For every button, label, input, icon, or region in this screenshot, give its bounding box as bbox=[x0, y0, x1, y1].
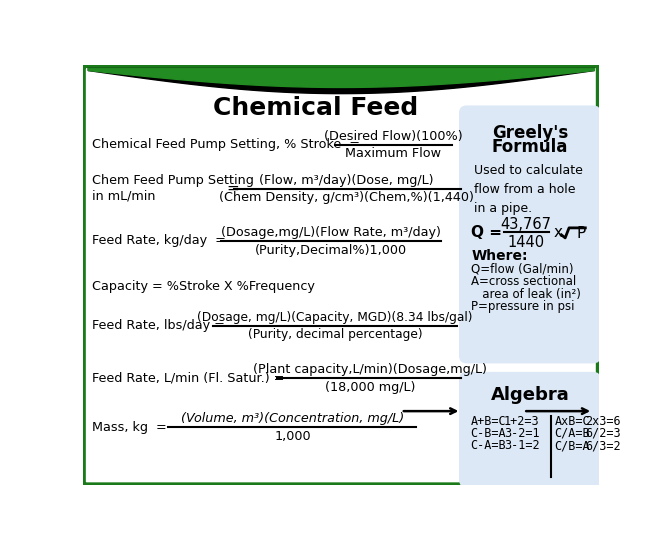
Text: Feed Rate, lbs/day =: Feed Rate, lbs/day = bbox=[92, 319, 225, 332]
Text: 43,767: 43,767 bbox=[500, 216, 551, 232]
Text: Maximum Flow: Maximum Flow bbox=[345, 148, 441, 160]
Text: (18,000 mg/L): (18,000 mg/L) bbox=[325, 381, 415, 393]
FancyBboxPatch shape bbox=[82, 65, 599, 486]
Text: (Plant capacity,L/min)(Dosage,mg/L): (Plant capacity,L/min)(Dosage,mg/L) bbox=[253, 363, 487, 376]
Text: 2x3=6: 2x3=6 bbox=[585, 415, 621, 428]
Text: (Volume, m³)(Concentration, mg/L): (Volume, m³)(Concentration, mg/L) bbox=[181, 413, 404, 425]
Text: 1,000: 1,000 bbox=[274, 430, 311, 443]
Text: in mL/min: in mL/min bbox=[92, 190, 156, 203]
Text: (Flow, m³/day)(Dose, mg/L): (Flow, m³/day)(Dose, mg/L) bbox=[259, 174, 434, 186]
Text: C-B=A: C-B=A bbox=[471, 427, 506, 440]
Text: Capacity = %Stroke X %Frequency: Capacity = %Stroke X %Frequency bbox=[92, 280, 315, 293]
Text: 3-1=2: 3-1=2 bbox=[504, 439, 539, 452]
Text: 1+2=3: 1+2=3 bbox=[504, 415, 539, 428]
Text: 6/3=2: 6/3=2 bbox=[585, 439, 621, 452]
Text: (Dosage,mg/L)(Flow Rate, m³/day): (Dosage,mg/L)(Flow Rate, m³/day) bbox=[221, 226, 441, 239]
Text: 3-2=1: 3-2=1 bbox=[504, 427, 539, 440]
Text: Feed Rate, kg/day  =: Feed Rate, kg/day = bbox=[92, 234, 226, 247]
Text: Used to calculate
flow from a hole
in a pipe.: Used to calculate flow from a hole in a … bbox=[475, 164, 583, 215]
Text: C-A=B: C-A=B bbox=[471, 439, 506, 452]
Text: A=cross sectional: A=cross sectional bbox=[471, 275, 577, 288]
Text: x: x bbox=[553, 225, 563, 240]
FancyBboxPatch shape bbox=[459, 105, 600, 364]
Text: Chemical Feed Pump Setting, % Stroke  =: Chemical Feed Pump Setting, % Stroke = bbox=[92, 138, 360, 151]
Text: (Chem Density, g/cm³)(Chem,%)(1,440): (Chem Density, g/cm³)(Chem,%)(1,440) bbox=[219, 191, 474, 204]
Text: area of leak (in²): area of leak (in²) bbox=[471, 288, 581, 301]
Text: Greely's: Greely's bbox=[492, 124, 568, 142]
Text: Chem Feed Pump Setting: Chem Feed Pump Setting bbox=[92, 174, 254, 187]
Text: Where:: Where: bbox=[471, 249, 528, 263]
Text: Algebra: Algebra bbox=[491, 386, 569, 404]
Text: (Desired Flow)(100%): (Desired Flow)(100%) bbox=[324, 130, 462, 143]
Text: C/A=B: C/A=B bbox=[555, 427, 590, 440]
Text: P=pressure in psi: P=pressure in psi bbox=[471, 300, 575, 313]
Text: =: = bbox=[227, 181, 239, 196]
Text: Q=flow (Gal/min): Q=flow (Gal/min) bbox=[471, 263, 574, 276]
Text: P: P bbox=[576, 226, 585, 241]
Text: (Purity, decimal percentage): (Purity, decimal percentage) bbox=[247, 329, 422, 341]
Text: A+B=C: A+B=C bbox=[471, 415, 506, 428]
Text: Mass, kg  =: Mass, kg = bbox=[92, 421, 167, 434]
Text: 1440: 1440 bbox=[507, 235, 544, 250]
Text: (Dosage, mg/L)(Capacity, MGD)(8.34 lbs/gal): (Dosage, mg/L)(Capacity, MGD)(8.34 lbs/g… bbox=[198, 311, 473, 324]
Text: Q =: Q = bbox=[471, 225, 502, 240]
Text: Chemical Feed: Chemical Feed bbox=[213, 96, 418, 120]
Text: C/B=A: C/B=A bbox=[555, 439, 590, 452]
Text: 6/2=3: 6/2=3 bbox=[585, 427, 621, 440]
Text: Formula: Formula bbox=[491, 138, 568, 156]
FancyBboxPatch shape bbox=[459, 372, 600, 487]
Text: AxB=C: AxB=C bbox=[555, 415, 590, 428]
Text: (Purity,Decimal%)1,000: (Purity,Decimal%)1,000 bbox=[255, 244, 407, 257]
Text: Feed Rate, L/min (Fl. Satur.) =: Feed Rate, L/min (Fl. Satur.) = bbox=[92, 372, 285, 385]
